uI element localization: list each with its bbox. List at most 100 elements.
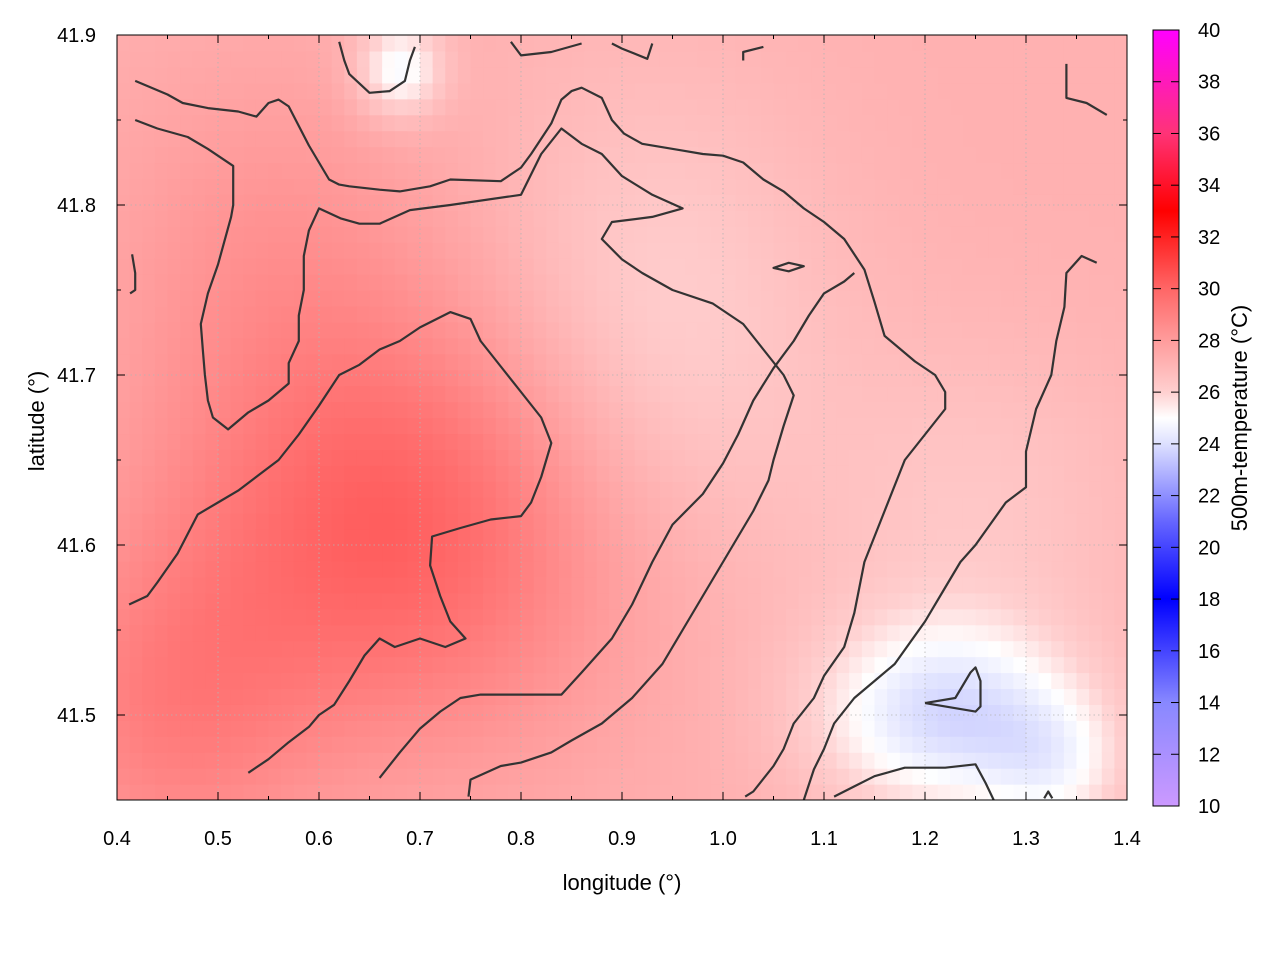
heatmap-cell bbox=[243, 672, 257, 690]
heatmap-cell bbox=[950, 481, 964, 498]
heatmap-cell bbox=[937, 178, 951, 195]
heatmap-cell bbox=[407, 242, 421, 259]
heatmap-cell bbox=[798, 704, 812, 721]
heatmap-cell bbox=[1063, 146, 1078, 164]
heatmap-cell bbox=[634, 226, 648, 243]
heatmap-cell bbox=[824, 258, 838, 275]
heatmap-cell bbox=[1013, 784, 1027, 800]
heatmap-cell bbox=[382, 688, 396, 705]
heatmap-cell bbox=[988, 624, 1002, 642]
heatmap-cell bbox=[218, 784, 232, 800]
heatmap-cell bbox=[937, 417, 951, 435]
heatmap-cell bbox=[899, 656, 913, 674]
heatmap-cell bbox=[218, 465, 232, 482]
heatmap-cell bbox=[407, 529, 421, 546]
heatmap-cell bbox=[1089, 401, 1103, 419]
heatmap-cell bbox=[445, 656, 459, 674]
heatmap-cell bbox=[306, 401, 320, 419]
heatmap-cell bbox=[874, 258, 888, 275]
heatmap-cell bbox=[293, 194, 307, 211]
heatmap-cell bbox=[1051, 130, 1065, 148]
heatmap-cell bbox=[798, 592, 812, 610]
heatmap-cell bbox=[154, 369, 169, 387]
heatmap-cell bbox=[470, 513, 484, 530]
heatmap-cell bbox=[735, 130, 749, 148]
heatmap-cell bbox=[268, 720, 282, 737]
heatmap-cell bbox=[937, 784, 951, 800]
heatmap-cell bbox=[571, 35, 585, 52]
heatmap-cell bbox=[129, 417, 143, 435]
heatmap-cell bbox=[369, 576, 383, 594]
heatmap-cell bbox=[710, 337, 724, 355]
heatmap-cell bbox=[1063, 608, 1078, 626]
heatmap-cell bbox=[1013, 704, 1027, 721]
heatmap-cell bbox=[331, 290, 345, 307]
heatmap-cell bbox=[117, 35, 131, 52]
heatmap-cell bbox=[230, 274, 244, 291]
heatmap-cell bbox=[912, 337, 926, 355]
heatmap-cell bbox=[899, 258, 913, 275]
heatmap-cell bbox=[470, 401, 484, 419]
heatmap-cell bbox=[1038, 337, 1052, 355]
heatmap-cell bbox=[571, 242, 585, 259]
heatmap-cell bbox=[988, 178, 1002, 195]
heatmap-cell bbox=[773, 545, 787, 562]
heatmap-cell bbox=[824, 545, 838, 562]
heatmap-cell bbox=[331, 592, 345, 610]
heatmap-cell bbox=[218, 560, 232, 578]
heatmap-cell bbox=[748, 768, 762, 785]
heatmap-cell bbox=[824, 210, 838, 227]
heatmap-cell bbox=[634, 66, 648, 84]
heatmap-cell bbox=[495, 624, 509, 642]
heatmap-cell bbox=[293, 640, 307, 658]
heatmap-cell bbox=[1063, 50, 1078, 68]
heatmap-cell bbox=[937, 465, 951, 482]
heatmap-cell bbox=[495, 337, 509, 355]
heatmap-cell bbox=[925, 624, 939, 642]
heatmap-cell bbox=[773, 672, 787, 690]
heatmap-cell bbox=[1114, 337, 1127, 355]
heatmap-cell bbox=[950, 513, 964, 530]
heatmap-cell bbox=[836, 656, 850, 674]
heatmap-cell bbox=[1114, 576, 1127, 594]
heatmap-cell bbox=[1026, 465, 1040, 482]
heatmap-cell bbox=[243, 608, 257, 626]
heatmap-cell bbox=[445, 768, 459, 785]
heatmap-cell bbox=[634, 369, 648, 387]
heatmap-cell bbox=[230, 545, 244, 562]
heatmap-cell bbox=[243, 768, 257, 785]
heatmap-cell bbox=[218, 752, 232, 769]
heatmap-cell bbox=[710, 688, 724, 705]
heatmap-cell bbox=[167, 242, 181, 259]
heatmap-cell bbox=[925, 736, 939, 753]
heatmap-cell bbox=[609, 736, 623, 753]
heatmap-cell bbox=[723, 194, 737, 211]
heatmap-cell bbox=[697, 545, 711, 562]
heatmap-cell bbox=[457, 114, 472, 132]
heatmap-cell bbox=[874, 353, 888, 371]
heatmap-cell bbox=[634, 784, 648, 800]
heatmap-cell bbox=[230, 736, 244, 753]
heatmap-cell bbox=[735, 258, 749, 275]
heatmap-cell bbox=[647, 162, 661, 180]
heatmap-cell bbox=[1114, 50, 1127, 68]
heatmap-cell bbox=[760, 274, 775, 291]
heatmap-cell bbox=[697, 608, 711, 626]
heatmap-cell bbox=[786, 290, 800, 307]
heatmap-cell bbox=[647, 194, 661, 211]
heatmap-cell bbox=[369, 497, 383, 514]
heatmap-cell bbox=[483, 513, 497, 530]
heatmap-cell bbox=[167, 433, 181, 450]
heatmap-cell bbox=[432, 545, 446, 562]
heatmap-cell bbox=[319, 640, 333, 658]
heatmap-cell bbox=[874, 465, 888, 482]
heatmap-cell bbox=[558, 497, 573, 514]
heatmap-cell bbox=[1000, 35, 1014, 52]
heatmap-cell bbox=[672, 752, 686, 769]
heatmap-cell bbox=[1000, 146, 1014, 164]
heatmap-cell bbox=[988, 560, 1002, 578]
heatmap-cell bbox=[748, 258, 762, 275]
heatmap-cell bbox=[836, 481, 850, 498]
heatmap-cell bbox=[356, 497, 371, 514]
heatmap-cell bbox=[647, 720, 661, 737]
